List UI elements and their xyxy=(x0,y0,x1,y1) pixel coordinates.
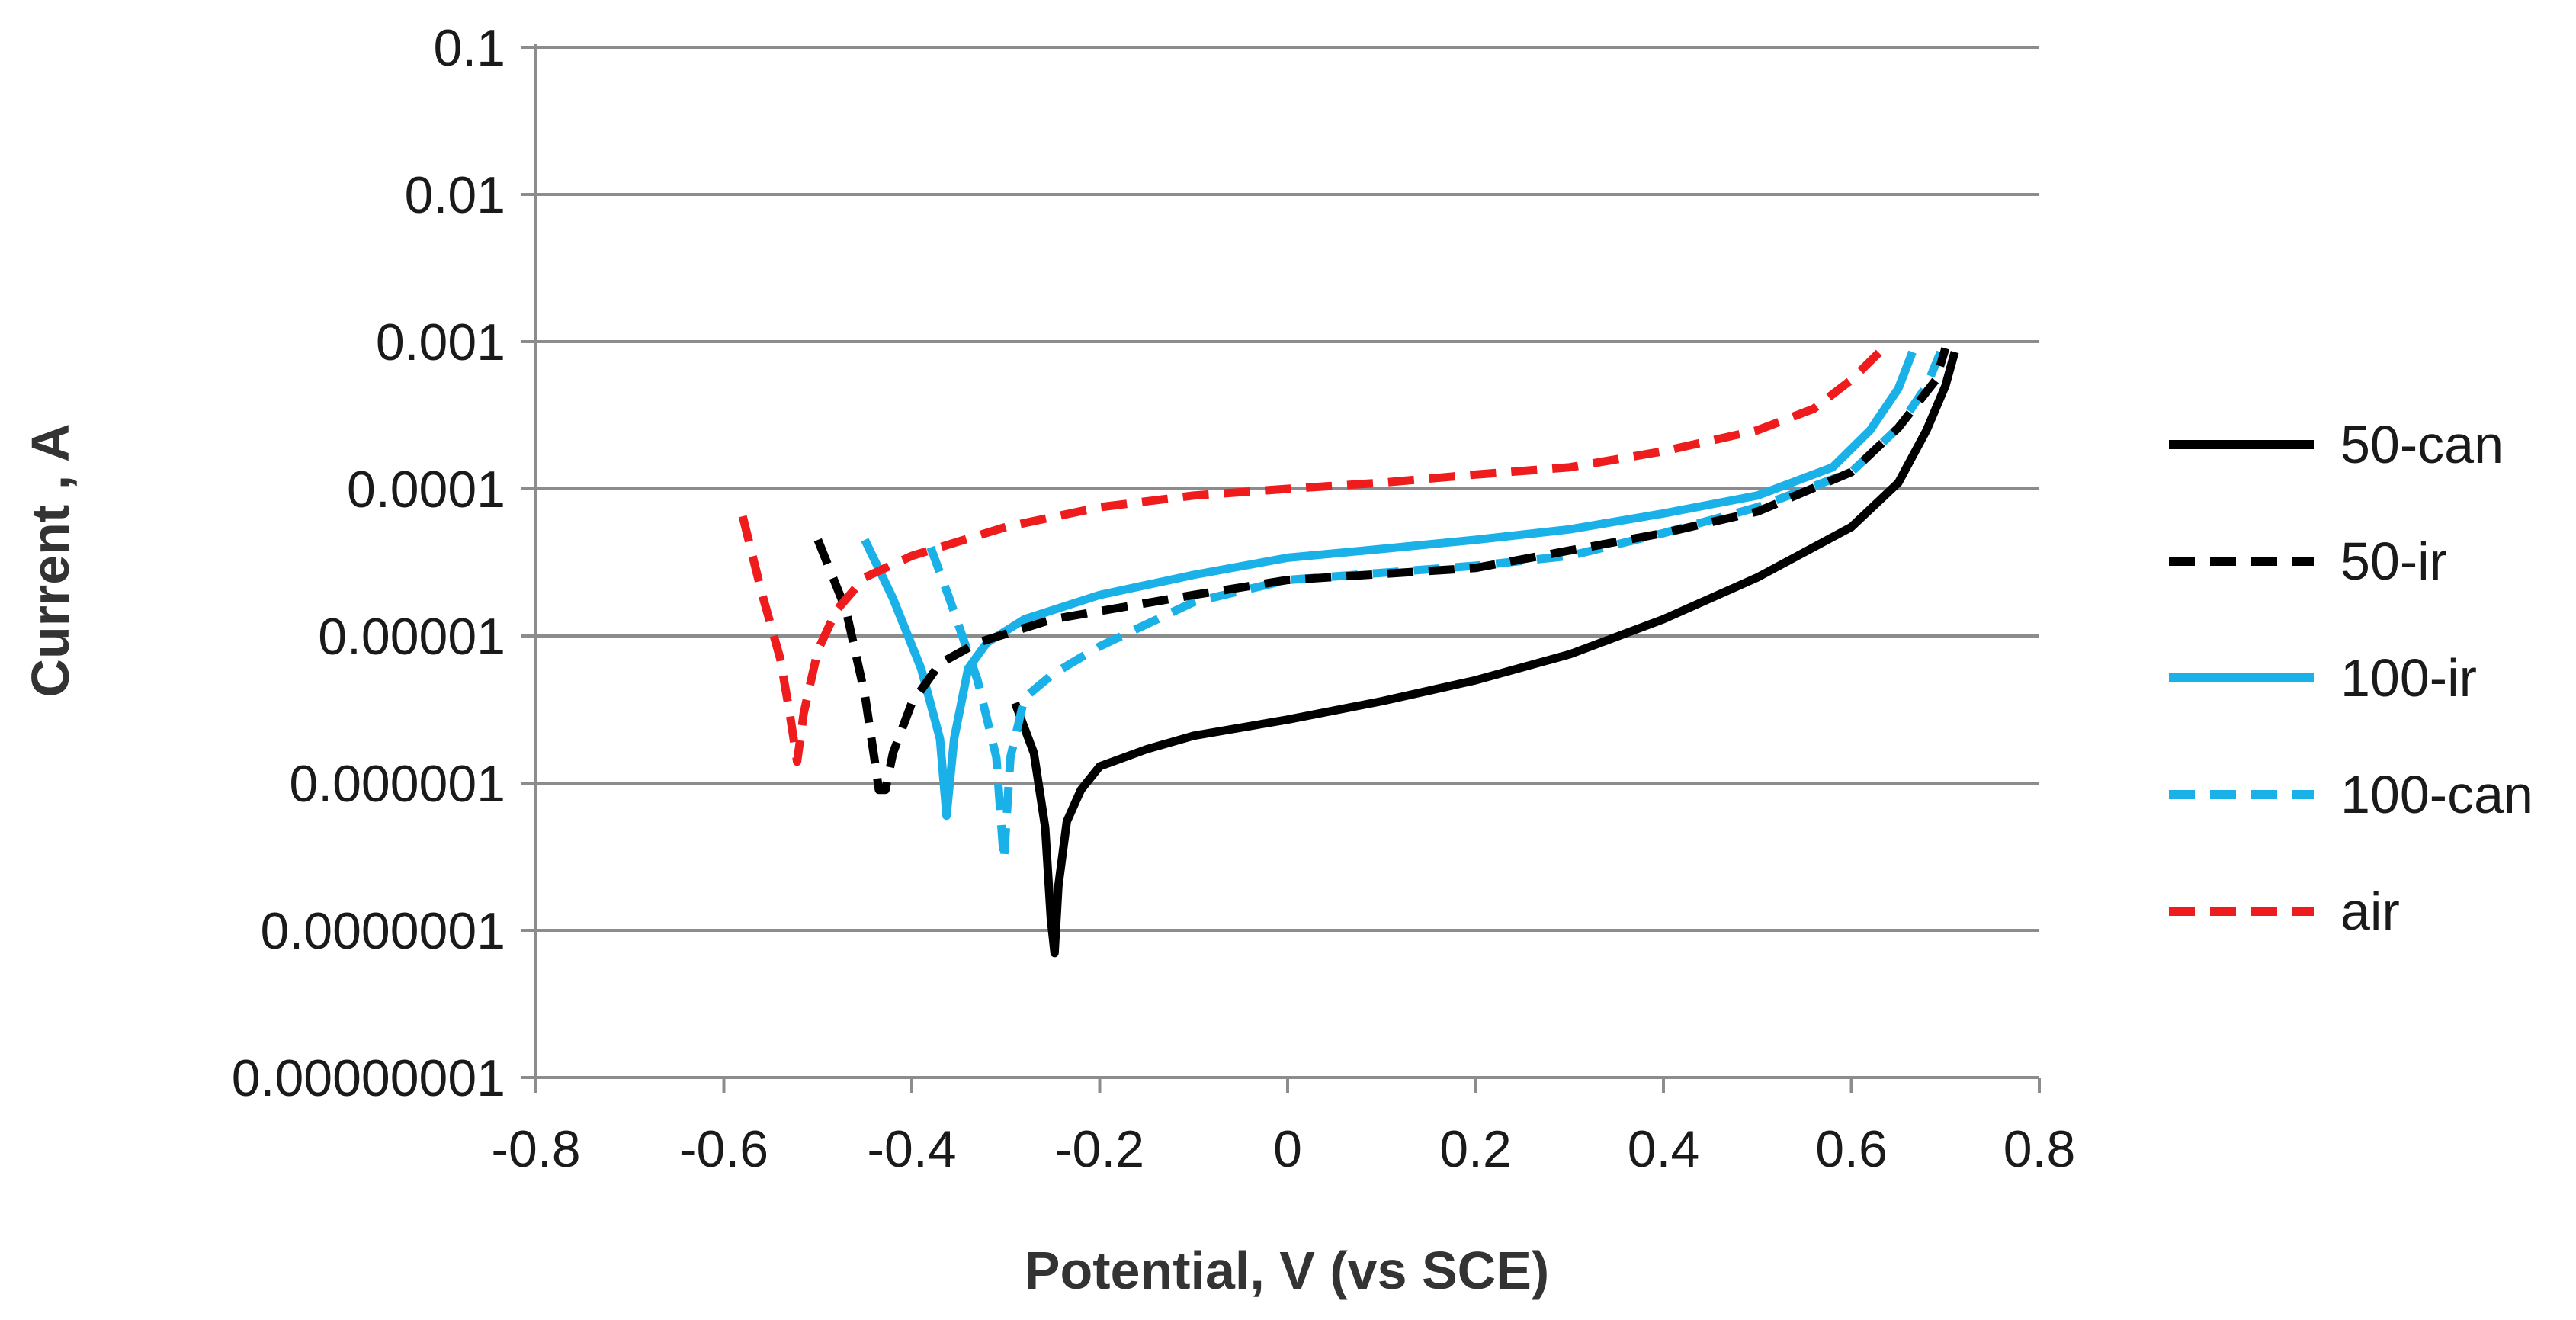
y-axis-title: Current , A xyxy=(21,423,80,697)
axes xyxy=(521,44,2041,1093)
series-line-100-can xyxy=(926,350,1945,865)
y-tick-label: 0.1 xyxy=(433,19,505,77)
x-tick-label: 0.4 xyxy=(1628,1120,1700,1178)
x-tick-label: -0.4 xyxy=(867,1120,956,1178)
legend-label-100-ir: 100-ir xyxy=(2340,648,2477,708)
series-lines xyxy=(738,347,1959,958)
x-tick-label: -0.6 xyxy=(679,1120,768,1178)
y-tick-label: 0.00001 xyxy=(318,608,505,666)
legend-label-50-ir: 50-ir xyxy=(2340,532,2447,591)
x-tick-label: 0.8 xyxy=(2003,1120,2076,1178)
x-tick-label: 0.2 xyxy=(1439,1120,1512,1178)
y-tick-label: 0.000001 xyxy=(289,755,505,813)
y-tick-label: 0.0000001 xyxy=(261,902,505,960)
x-tick-label: 0.6 xyxy=(1815,1120,1888,1178)
x-tick-labels: -0.8 -0.6 -0.4 -0.2 0 0.2 0.4 0.6 0.8 xyxy=(491,1120,2075,1178)
series-line-50-can xyxy=(1011,351,1959,958)
x-tick-label: 0 xyxy=(1273,1120,1302,1178)
x-tick-label: -0.2 xyxy=(1055,1120,1144,1178)
y-tick-labels: 0.1 0.01 0.001 0.0001 0.00001 0.000001 0.00000… xyxy=(232,19,505,1107)
series-line-50-ir xyxy=(813,347,1950,795)
y-tick-label: 0.001 xyxy=(376,313,505,371)
legend-label-air: air xyxy=(2340,882,2400,941)
gridlines xyxy=(536,46,2039,932)
legend: 50-can 50-ir 100-ir 100-can air xyxy=(2169,415,2533,941)
series-line-air xyxy=(738,348,1883,766)
y-tick-label: 0.0001 xyxy=(347,461,505,519)
series-line-100-ir xyxy=(861,350,1917,821)
x-tick-label: -0.8 xyxy=(491,1120,580,1178)
legend-label-100-can: 100-can xyxy=(2340,765,2533,824)
y-tick-label: 0.01 xyxy=(405,166,505,224)
legend-label-50-can: 50-can xyxy=(2340,415,2504,474)
x-axis-title: Potential, V (vs SCE) xyxy=(1025,1241,1549,1300)
y-tick-label: 0.00000001 xyxy=(232,1049,505,1107)
